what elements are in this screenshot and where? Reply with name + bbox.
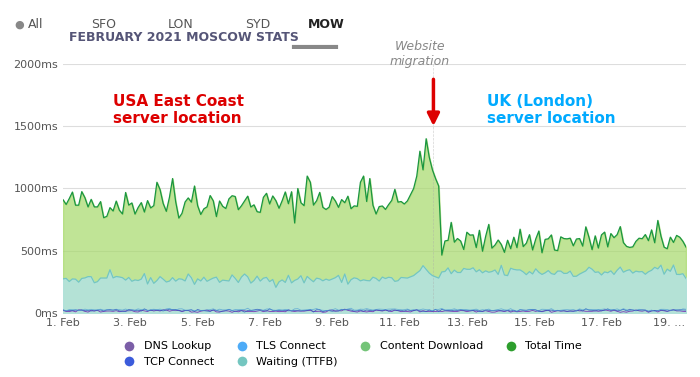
- Text: SYD: SYD: [245, 18, 270, 31]
- Text: MOW: MOW: [308, 18, 344, 31]
- Legend: DNS Lookup, TCP Connect, TLS Connect, Waiting (TTFB), Content Download, Total Ti: DNS Lookup, TCP Connect, TLS Connect, Wa…: [113, 337, 587, 371]
- Text: USA East Coast
server location: USA East Coast server location: [113, 94, 244, 126]
- Text: Website
migration: Website migration: [390, 40, 450, 68]
- Text: FEBRUARY 2021 MOSCOW STATS: FEBRUARY 2021 MOSCOW STATS: [69, 31, 299, 44]
- Text: UK (London)
server location: UK (London) server location: [486, 94, 615, 126]
- Text: LON: LON: [168, 18, 194, 31]
- Text: All: All: [28, 18, 43, 31]
- Text: SFO: SFO: [91, 18, 116, 31]
- Text: ●: ●: [14, 20, 24, 29]
